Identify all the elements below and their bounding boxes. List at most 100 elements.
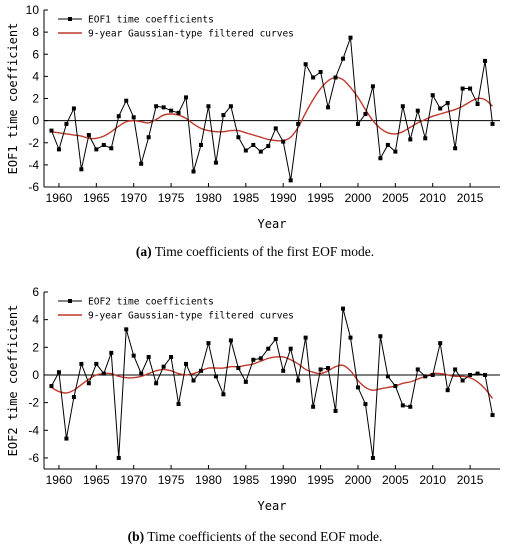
chart2-ytick-label: 4 (32, 313, 39, 327)
chart2-coefficient-point (333, 408, 338, 413)
chart1-coefficient-point (370, 84, 375, 89)
chart2-coefficient-point (355, 385, 360, 390)
chart2-x-axis-label: Year (258, 499, 287, 513)
chart2-xtick-label: 2015 (457, 473, 484, 487)
chart1-xtick-label: 1960 (46, 191, 73, 205)
chart1-y-axis-label: EOF1 time coefficient (6, 23, 20, 175)
chart2-xtick-label: 1985 (232, 473, 259, 487)
chart1-coefficient-point (56, 147, 61, 152)
chart1-coefficient-point (288, 178, 293, 183)
chart1-xtick-label: 1980 (195, 191, 222, 205)
chart1-coefficient-point (430, 93, 435, 98)
chart2-coefficient-point (415, 367, 420, 372)
chart1-coefficient-point (445, 100, 450, 105)
chart1-coefficient-point (415, 108, 420, 113)
chart1-coefficient-point (311, 75, 316, 80)
chart1-coefficient-point (363, 111, 368, 116)
chart2-xtick-label: 2010 (419, 473, 446, 487)
chart2-coefficient-point (49, 384, 54, 389)
chart1-coefficient-point (468, 86, 473, 91)
chart1-ytick-label: -4 (28, 158, 39, 172)
chart2-coefficient-point (146, 354, 151, 359)
chart2-coefficient-point (64, 436, 69, 441)
chart1-ytick-label: 8 (32, 25, 39, 39)
chart1-coefficient-point (490, 121, 495, 126)
chart2-coefficient-point (79, 361, 84, 366)
chart1-coefficient-point (258, 149, 263, 154)
chart2-xtick-label: 1965 (83, 473, 110, 487)
chart1-coefficient-point (124, 98, 129, 103)
chart1-coefficient-point (266, 144, 271, 149)
chart1-legend-marker-coefficients (68, 17, 72, 21)
chart1-coefficient-point (236, 135, 241, 140)
chart2-coefficient-point (311, 404, 316, 409)
chart1-coefficient-point (460, 86, 465, 91)
chart2-ytick-label: -4 (28, 423, 39, 437)
chart1-coefficient-point (169, 108, 174, 113)
chart2-coefficient-point (445, 388, 450, 393)
chart1-coefficient-point (408, 137, 413, 142)
chart2-xtick-label: 1970 (120, 473, 147, 487)
chart2-coefficient-point (251, 357, 256, 362)
chart1-coefficient-point (64, 121, 69, 126)
chart1-coefficient-point (71, 106, 76, 111)
chart2-xtick-label: 1980 (195, 473, 222, 487)
chart1-ytick-label: 10 (26, 3, 40, 17)
chart2-coefficient-point (131, 353, 136, 358)
chart2-xtick-label: 2005 (382, 473, 409, 487)
chart2: -6 -4 -2 0 2 4 6 1960 1965 1970 1975 1980 1985 1990 19… (6, 285, 500, 544)
chart2-coefficient-point (71, 395, 76, 400)
chart1-coefficient-point (355, 121, 360, 126)
chart1-ytick-label: -2 (28, 136, 39, 150)
chart1-ytick-label: 6 (32, 47, 39, 61)
chart1-caption-text: Time coefficients of the first EOF mode. (152, 244, 374, 259)
chart1-coefficient-point (176, 110, 181, 115)
chart1-coefficient-point (198, 142, 203, 147)
chart1-coefficient-point (251, 142, 256, 147)
chart1-coefficient-point (378, 156, 383, 161)
chart1-coefficient-point (228, 104, 233, 109)
chart1-xtick-label: 1985 (232, 191, 259, 205)
chart2-xtick-label: 1995 (307, 473, 334, 487)
chart1-coefficient-point (326, 105, 331, 110)
chart2-coefficient-point (468, 372, 473, 377)
chart2-xtick-label: 1990 (270, 473, 297, 487)
chart1-xtick-label: 2015 (457, 191, 484, 205)
chart1-coefficient-point (221, 113, 226, 118)
chart2-ytick-label: 0 (32, 368, 39, 382)
chart2-filtered-curve (51, 356, 494, 399)
chart2-coefficient-point (348, 335, 353, 340)
chart2-coefficient-point (221, 392, 226, 397)
chart1: -6 -4 -2 0 2 4 6 8 10 1960 1965 1970 1975 1980 1985 199… (6, 3, 500, 259)
chart1-coefficient-point (273, 126, 278, 131)
chart2-xtick-label: 1975 (158, 473, 185, 487)
chart1-coefficient-point (303, 62, 308, 67)
chart2-coefficient-point (124, 327, 129, 332)
chart2-coefficient-point (460, 378, 465, 383)
chart2-coefficient-point (56, 370, 61, 375)
chart1-coefficient-point (483, 58, 488, 63)
chart2-coefficient-point (341, 306, 346, 311)
chart2-coefficient-point (288, 346, 293, 351)
chart2-coefficient-point (176, 402, 181, 407)
chart2-xtick-label: 1960 (46, 473, 73, 487)
chart1-legend-label-coefficients: EOF1 time coefficients (88, 15, 214, 26)
chart2-ytick-label: -6 (28, 451, 39, 465)
chart2-coefficient-point (206, 341, 211, 346)
chart1-coefficient-point (400, 104, 405, 109)
chart1-coefficient-point (131, 115, 136, 120)
chart2-coefficient-point (438, 341, 443, 346)
chart2-coefficient-point (475, 371, 480, 376)
chart2-coefficient-point (198, 368, 203, 373)
chart2-coefficient-line (51, 308, 494, 459)
chart1-coefficient-point (101, 142, 106, 147)
chart2-coefficient-point (94, 361, 99, 366)
chart2-caption: (b) Time coefficients of the second EOF … (128, 529, 383, 544)
chart2-coefficient-point (393, 384, 398, 389)
chart2-coefficient-point (154, 381, 159, 386)
chart1-coefficient-point (154, 104, 159, 109)
chart2-coefficient-point (326, 366, 331, 371)
chart1-legend-label-filtered: 9-year Gaussian-type filtered curves (88, 29, 294, 40)
chart2-legend-label-filtered: 9-year Gaussian-type filtered curves (88, 311, 294, 322)
